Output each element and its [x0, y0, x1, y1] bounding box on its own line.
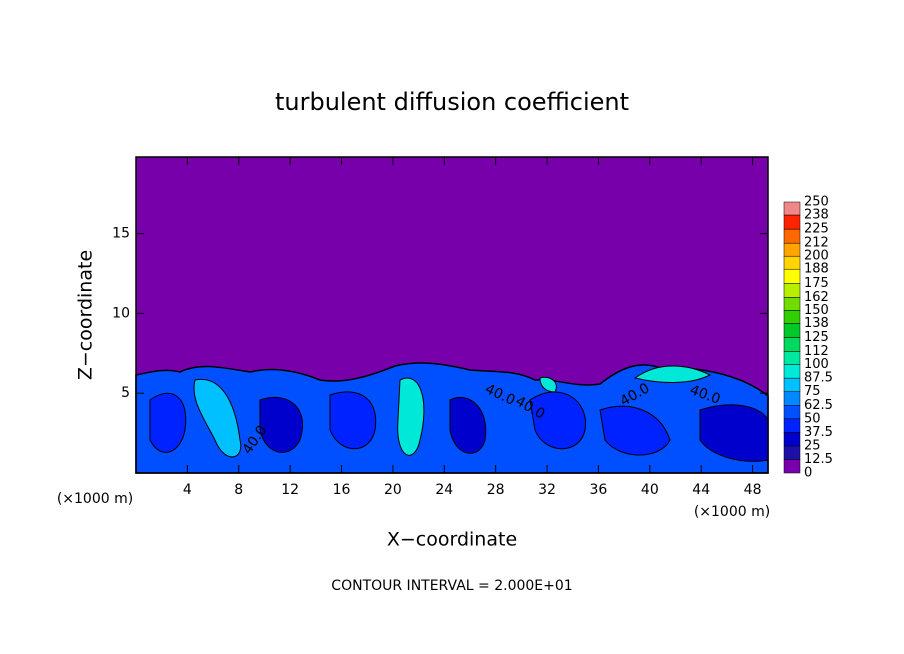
colorbar-band: [783, 228, 801, 244]
x-tick-label: 12: [281, 482, 299, 498]
colorbar-label: 0: [804, 466, 812, 481]
colorbar-band: [783, 391, 801, 406]
colorbar-band: [783, 201, 801, 216]
turbulent-eddy: [149, 392, 187, 453]
colorbar-band: [783, 432, 801, 447]
y-tick-label: 5: [121, 385, 130, 401]
colorbar-label: 150: [804, 303, 829, 318]
x-unit-left: (×1000 m): [57, 491, 133, 507]
x-axis-label: X−coordinate: [387, 529, 517, 551]
colorbar-label: 50: [804, 411, 821, 426]
colorbar-band: [783, 377, 801, 392]
turbulent-eddy: [529, 391, 587, 450]
colorbar-label: 12.5: [804, 452, 833, 467]
x-tick-label: 20: [384, 482, 402, 498]
turbulent-eddy: [193, 378, 242, 458]
y-tick-label: 15: [112, 226, 130, 242]
turbulent-eddy: [599, 405, 671, 456]
colorbar-label: 138: [804, 316, 829, 331]
colorbar-band: [783, 364, 801, 379]
colorbar-label: 225: [804, 222, 829, 237]
colorbar-label: 238: [804, 208, 829, 223]
x-tick-label: 24: [435, 482, 453, 498]
colorbar-label: 87.5: [804, 371, 833, 386]
colorbar-label: 75: [804, 384, 821, 399]
turbulent-eddy: [633, 365, 712, 384]
turbulent-eddy: [259, 396, 304, 453]
colorbar-band: [783, 418, 801, 433]
colorbar-band: [783, 351, 801, 365]
colorbar-band: [783, 214, 801, 230]
colorbar-band: [783, 255, 801, 270]
annotation: CONTOUR INTERVAL = 2.000E+01: [331, 578, 572, 594]
y-axis-label: Z−coordinate: [75, 250, 97, 380]
turbulent-eddy: [539, 376, 557, 393]
colorbar-band: [783, 459, 801, 474]
colorbar-label: 100: [804, 357, 829, 372]
colorbar-label: 112: [804, 344, 829, 359]
colorbar-band: [783, 445, 801, 460]
colorbar-band: [783, 297, 801, 311]
plot-frame: [135, 156, 769, 474]
colorbar-label: 62.5: [804, 398, 833, 413]
x-tick-label: 8: [234, 482, 243, 498]
turbulent-eddy: [329, 391, 377, 450]
colorbar-label: 37.5: [804, 425, 833, 440]
colorbar-band: [783, 268, 801, 284]
x-tick-label: 32: [538, 482, 556, 498]
field: 40.040.040.0 40.0 40.0: [135, 156, 769, 474]
x-tick-label: 4: [183, 482, 192, 498]
x-tick-label: 48: [744, 482, 762, 498]
colorbar-label: 162: [804, 290, 829, 305]
colorbar-label: 125: [804, 330, 829, 345]
x-tick-label: 36: [590, 482, 608, 498]
x-tick-label: 44: [692, 482, 710, 498]
chart-title: turbulent diffusion coefficient: [275, 88, 629, 116]
x-tick-label: 16: [333, 482, 351, 498]
turbulent-eddy: [397, 377, 425, 456]
colorbar-label: 175: [804, 276, 829, 291]
colorbar-label: 25: [804, 438, 821, 453]
x-tick-label: 28: [487, 482, 505, 498]
colorbar-band: [783, 323, 801, 338]
colorbar-band: [783, 337, 801, 352]
colorbar-label: 250: [804, 195, 829, 210]
turbulent-eddy: [449, 396, 487, 454]
colorbar-label: 212: [804, 236, 829, 251]
colorbar-label: 200: [804, 249, 829, 264]
x-unit-right: (×1000 m): [694, 504, 770, 520]
x-tick-label: 40: [641, 482, 659, 498]
y-tick-label: 10: [112, 305, 130, 321]
colorbar-band: [783, 283, 801, 298]
colorbar-band: [783, 242, 801, 257]
colorbar-label: 188: [804, 262, 829, 277]
colorbar-band: [783, 310, 801, 324]
colorbar-band: [783, 405, 801, 420]
